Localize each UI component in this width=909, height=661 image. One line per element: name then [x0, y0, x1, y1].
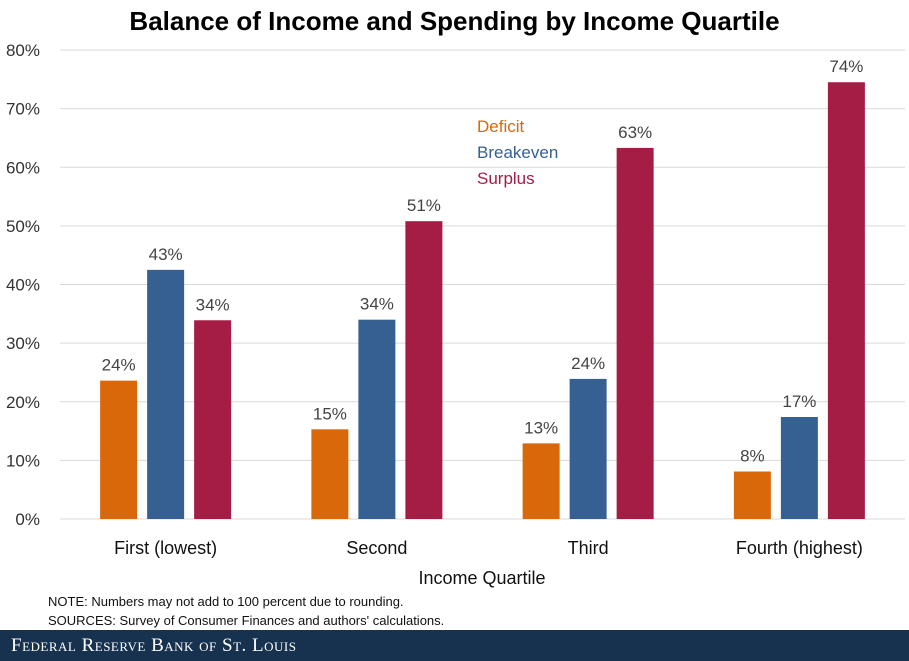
bar-surplus: [405, 221, 443, 519]
y-tick-label: 0%: [15, 510, 40, 529]
bar-deficit: [733, 471, 771, 519]
data-label: 13%: [524, 418, 558, 437]
y-tick-label: 70%: [6, 100, 40, 119]
data-label: 43%: [149, 245, 183, 264]
legend-item-deficit: Deficit: [477, 117, 525, 136]
y-tick-label: 40%: [6, 276, 40, 295]
chart-title: Balance of Income and Spending by Income…: [129, 6, 780, 36]
y-tick-label: 80%: [6, 41, 40, 60]
bar-surplus: [194, 320, 232, 519]
data-label: 34%: [360, 295, 394, 314]
bar-surplus: [616, 147, 654, 519]
data-label: 34%: [196, 295, 230, 314]
data-label: 74%: [829, 57, 863, 76]
x-tick-label: First (lowest): [114, 538, 217, 558]
bar-chart: 0% 10% 20% 30% 40% 50% 60% 70% 80% First (lowest)…: [6, 41, 905, 588]
x-axis-title: Income Quartile: [418, 568, 545, 588]
x-tick-label: Fourth (highest): [736, 538, 863, 558]
legend-item-breakeven: Breakeven: [477, 143, 558, 162]
bar-breakeven: [358, 319, 396, 519]
bar-breakeven: [147, 269, 185, 519]
bar-deficit: [522, 443, 560, 519]
fed-logo: Federal Reserve Bank of St. Louis: [11, 635, 297, 656]
bar-surplus: [827, 82, 865, 520]
bar-deficit: [311, 429, 349, 519]
legend-item-surplus: Surplus: [477, 169, 535, 188]
data-label: 51%: [407, 196, 441, 215]
data-label: 17%: [782, 392, 816, 411]
y-tick-label: 20%: [6, 393, 40, 412]
bar-breakeven: [780, 416, 818, 519]
footer-bar: Federal Reserve Bank of St. Louis: [0, 630, 909, 661]
y-tick-label: 10%: [6, 451, 40, 470]
data-label: 24%: [571, 354, 605, 373]
x-tick-label: Second: [346, 538, 407, 558]
y-tick-label: 30%: [6, 334, 40, 353]
y-tick-label: 50%: [6, 217, 40, 236]
data-label: 63%: [618, 123, 652, 142]
bar-deficit: [100, 380, 138, 519]
data-label: 15%: [313, 404, 347, 423]
y-tick-label: 60%: [6, 158, 40, 177]
sources-text: SOURCES: Survey of Consumer Finances and…: [48, 613, 445, 628]
data-label: 8%: [740, 447, 765, 466]
bar-breakeven: [569, 378, 607, 519]
note-text: NOTE: Numbers may not add to 100 percent…: [48, 594, 404, 609]
x-tick-label: Third: [568, 538, 609, 558]
data-label: 24%: [102, 356, 136, 375]
